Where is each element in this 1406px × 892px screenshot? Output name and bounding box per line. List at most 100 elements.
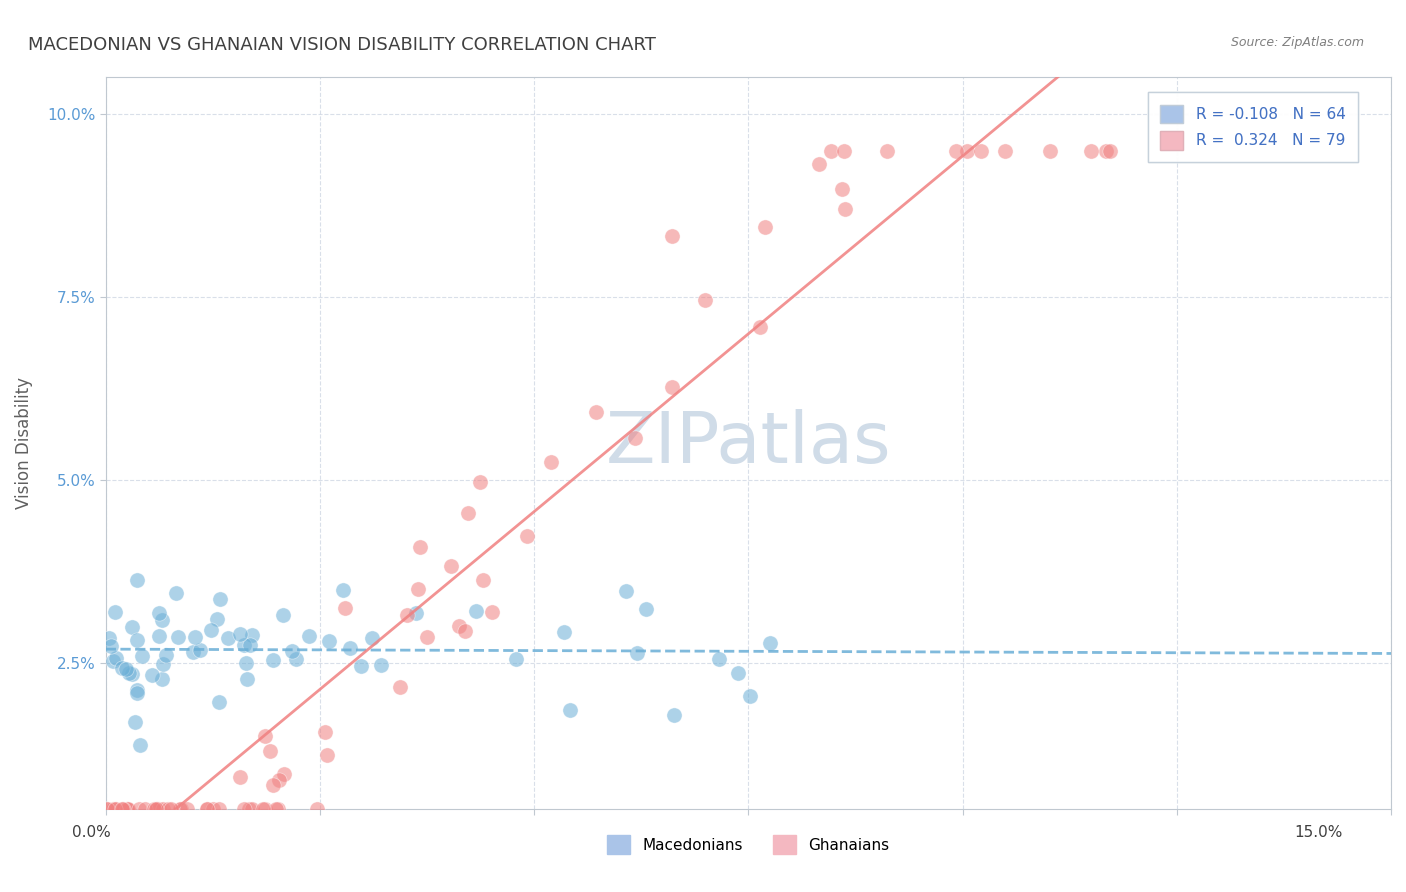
Point <box>233 802 256 816</box>
Point <box>284 652 307 666</box>
Point <box>150 672 173 686</box>
Point <box>141 668 163 682</box>
Point <box>121 620 143 634</box>
Point <box>96 802 118 816</box>
Point <box>1095 144 1118 158</box>
Point <box>318 634 340 648</box>
Point <box>332 583 354 598</box>
Point <box>145 802 167 816</box>
Point <box>558 703 581 717</box>
Point <box>956 144 979 158</box>
Point <box>831 182 853 196</box>
Point <box>585 405 607 419</box>
Point <box>104 802 127 816</box>
Text: Source: ZipAtlas.com: Source: ZipAtlas.com <box>1230 36 1364 49</box>
Legend: R = -0.108   N = 64, R =  0.324   N = 79: R = -0.108 N = 64, R = 0.324 N = 79 <box>1149 93 1358 161</box>
Point <box>239 638 262 652</box>
Point <box>150 613 173 627</box>
Point <box>273 607 295 622</box>
Point <box>209 592 232 607</box>
Point <box>754 220 776 235</box>
Point <box>481 606 503 620</box>
Point <box>454 624 477 638</box>
Point <box>169 802 191 816</box>
Point <box>505 651 527 665</box>
Point <box>457 506 479 520</box>
Point <box>128 802 150 816</box>
Point <box>152 802 174 816</box>
Point <box>339 641 361 656</box>
Point <box>121 667 143 681</box>
Point <box>167 630 190 644</box>
Point <box>970 144 993 158</box>
Point <box>188 643 211 657</box>
Point <box>110 661 132 675</box>
Point <box>945 144 967 158</box>
Point <box>125 682 148 697</box>
Point <box>749 320 772 334</box>
Y-axis label: Vision Disability: Vision Disability <box>15 377 32 509</box>
Point <box>738 689 761 703</box>
Point <box>333 600 356 615</box>
Point <box>262 653 284 667</box>
Point <box>240 628 263 642</box>
Point <box>127 632 149 647</box>
Point <box>208 802 231 816</box>
Point <box>349 659 371 673</box>
Point <box>233 638 256 652</box>
Point <box>124 715 146 730</box>
Point <box>395 608 418 623</box>
Point <box>834 144 856 158</box>
Point <box>440 558 463 573</box>
Point <box>540 455 562 469</box>
Point <box>416 630 439 644</box>
Point <box>111 802 134 816</box>
Point <box>217 631 239 645</box>
Point <box>314 725 336 739</box>
Point <box>994 144 1017 158</box>
Point <box>134 802 156 816</box>
Point <box>471 574 494 588</box>
Point <box>759 636 782 650</box>
Point <box>727 666 749 681</box>
Point <box>298 629 321 643</box>
Point <box>184 630 207 644</box>
Point <box>238 802 260 816</box>
Point <box>148 606 170 620</box>
Point <box>236 672 259 686</box>
Point <box>876 144 898 158</box>
Point <box>155 648 177 662</box>
Point <box>1098 144 1121 158</box>
Point <box>97 631 120 645</box>
Point <box>235 656 257 670</box>
Point <box>406 582 429 596</box>
Text: MACEDONIAN VS GHANAIAN VISION DISABILITY CORRELATION CHART: MACEDONIAN VS GHANAIAN VISION DISABILITY… <box>28 36 657 54</box>
Point <box>125 574 148 588</box>
Point <box>148 802 170 816</box>
Point <box>104 605 127 619</box>
Point <box>449 619 471 633</box>
Point <box>111 802 134 816</box>
Point <box>662 707 685 722</box>
Point <box>614 583 637 598</box>
Point <box>388 680 411 694</box>
Point <box>101 654 124 668</box>
Point <box>262 777 284 791</box>
Point <box>240 802 263 816</box>
Text: 15.0%: 15.0% <box>1295 825 1343 839</box>
Point <box>626 647 648 661</box>
Point <box>1039 144 1062 158</box>
Point <box>114 662 136 676</box>
Point <box>96 802 118 816</box>
Point <box>229 770 252 784</box>
Point <box>229 626 252 640</box>
Point <box>305 802 328 816</box>
Point <box>131 649 153 664</box>
Point <box>624 431 647 445</box>
Point <box>707 652 730 666</box>
Point <box>115 802 138 816</box>
Point <box>118 666 141 681</box>
Point <box>129 738 152 752</box>
Point <box>661 380 683 394</box>
Point <box>267 802 290 816</box>
